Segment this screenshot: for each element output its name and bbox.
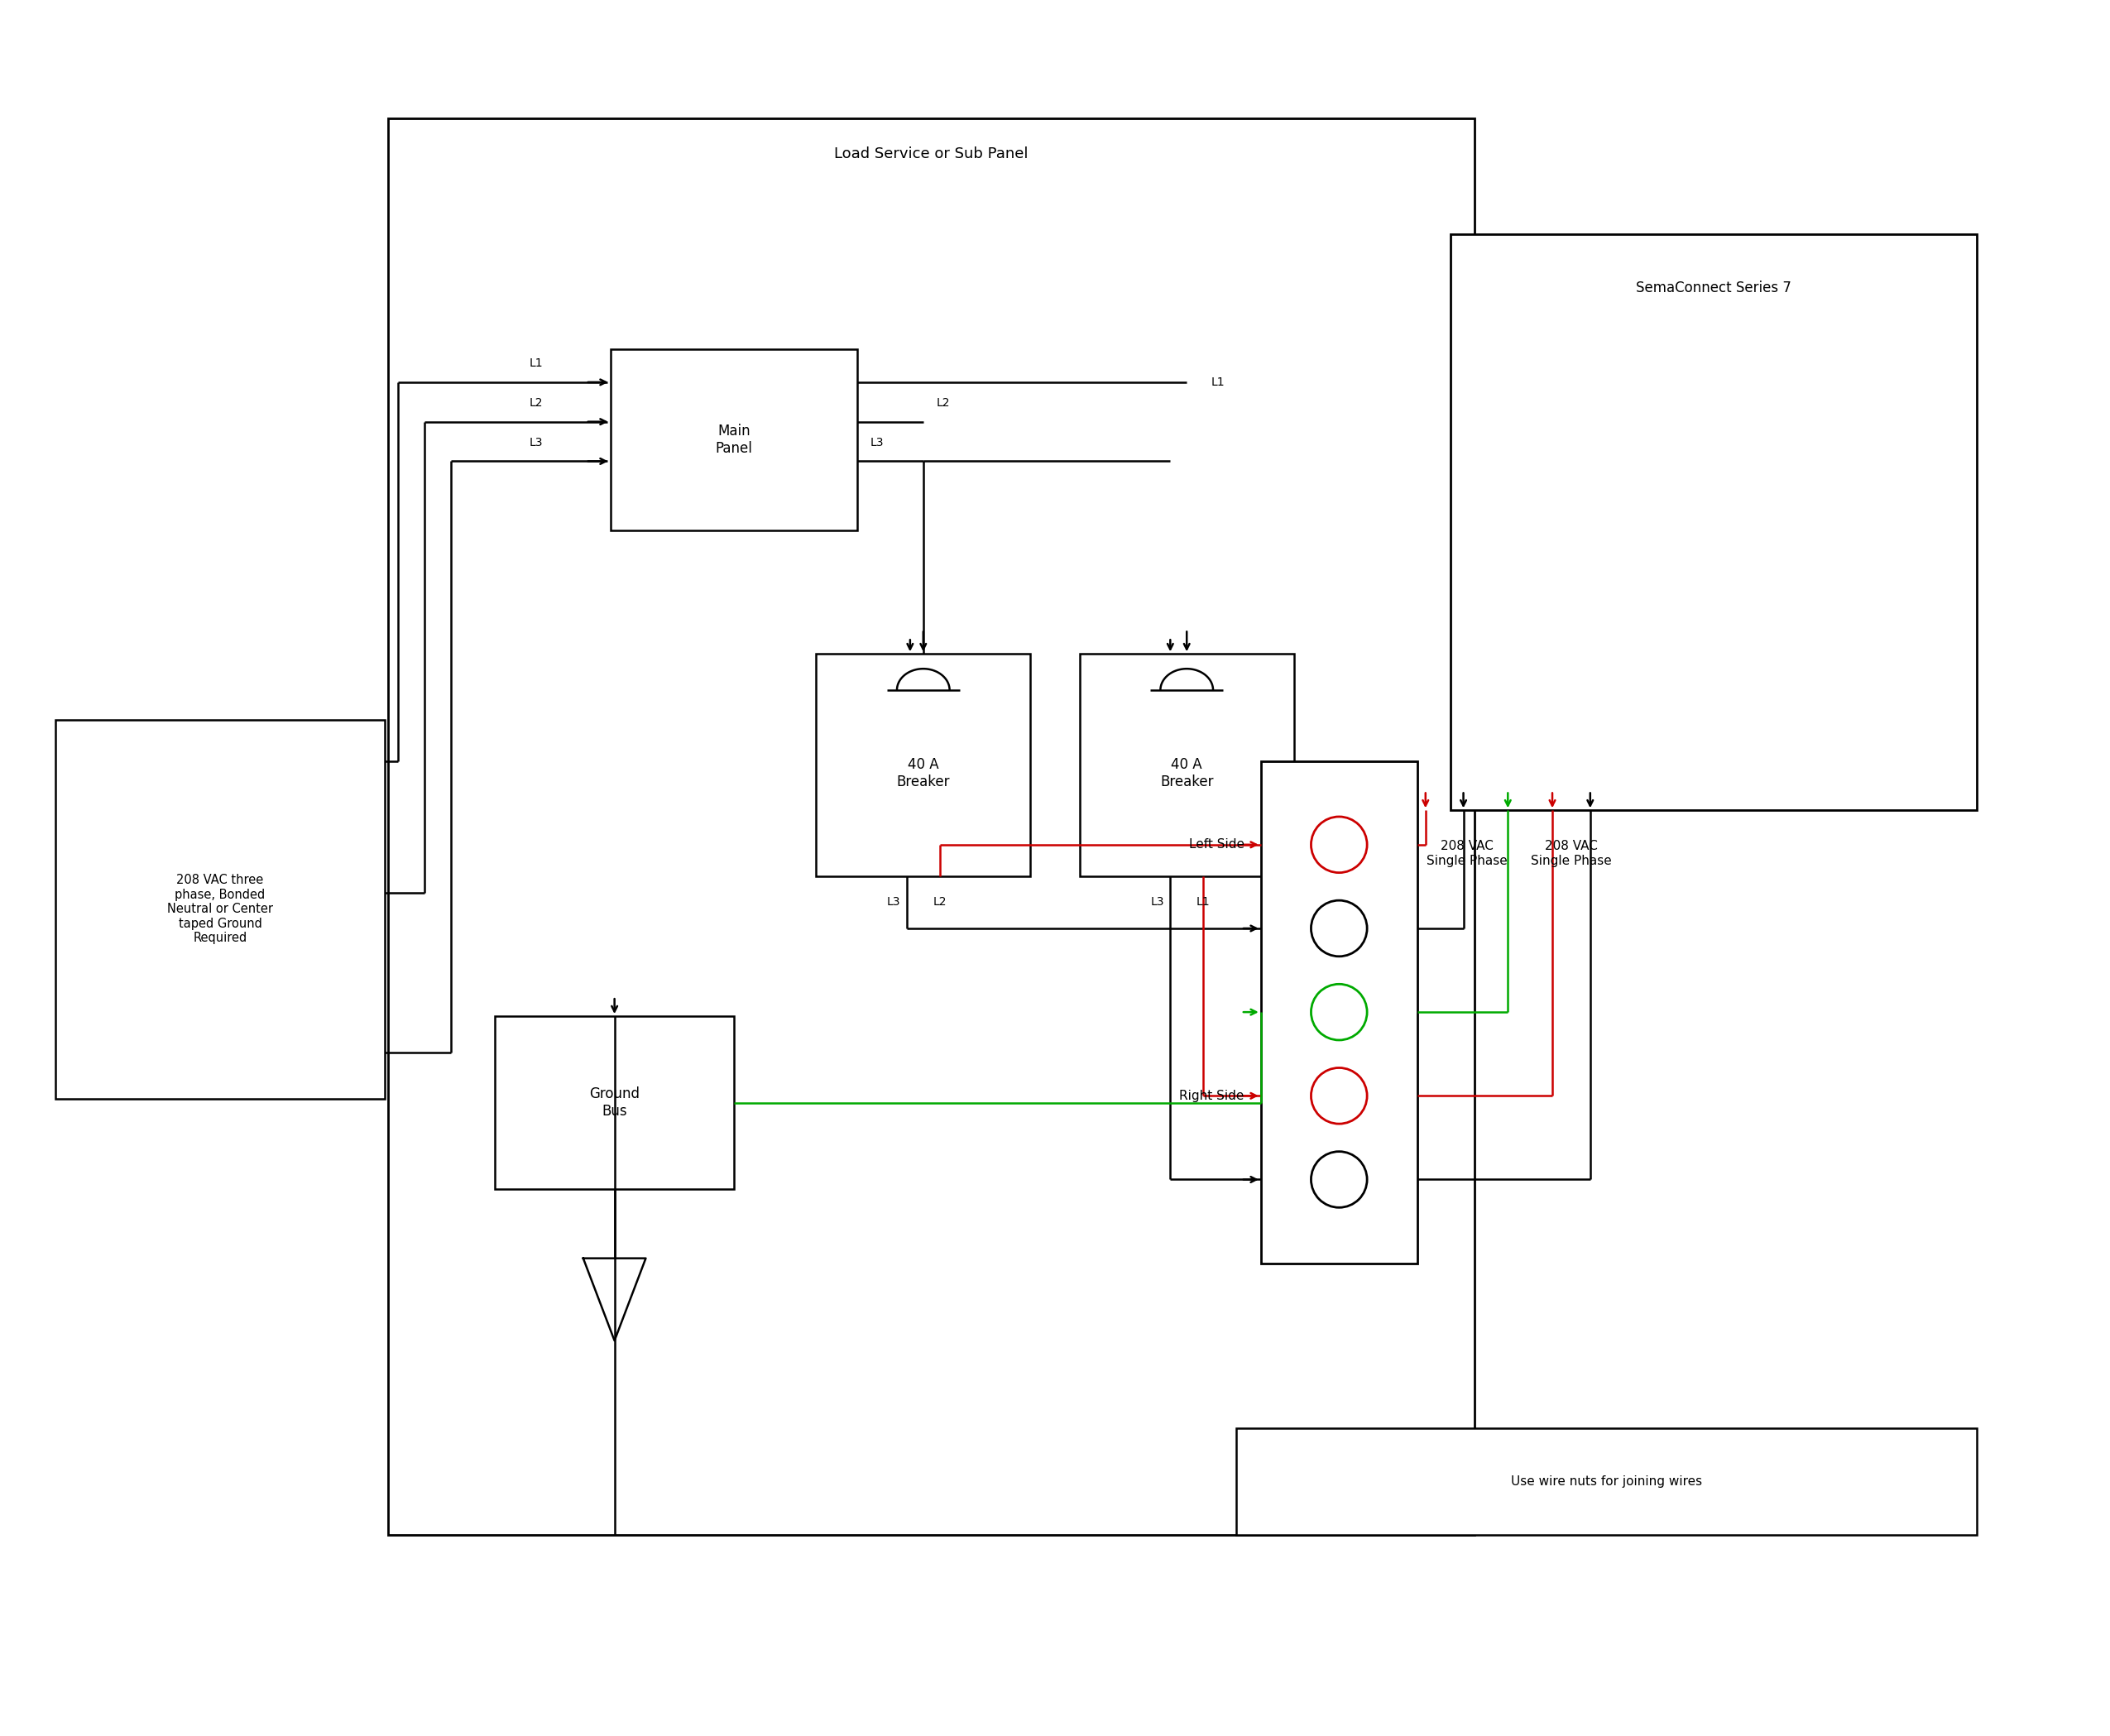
Text: Use wire nuts for joining wires: Use wire nuts for joining wires [1511, 1476, 1703, 1488]
Text: Main
Panel: Main Panel [715, 424, 753, 457]
Text: L1: L1 [1196, 896, 1211, 908]
Text: L3: L3 [871, 436, 884, 448]
Text: Left Side: Left Side [1188, 838, 1245, 851]
Circle shape [1310, 1068, 1367, 1123]
Text: Load Service or Sub Panel: Load Service or Sub Panel [833, 148, 1028, 161]
Text: L2: L2 [530, 398, 542, 408]
Circle shape [1310, 816, 1367, 873]
Text: Ground
Bus: Ground Bus [589, 1087, 639, 1118]
Bar [1262, 760, 1418, 1264]
Text: SemaConnect Series 7: SemaConnect Series 7 [1635, 279, 1791, 295]
Text: L1: L1 [1211, 377, 1226, 389]
Text: L3: L3 [886, 896, 901, 908]
Text: 208 VAC three
phase, Bonded
Neutral or Center
taped Ground
Required: 208 VAC three phase, Bonded Neutral or C… [167, 875, 272, 944]
Circle shape [1310, 1151, 1367, 1208]
Text: 40 A
Breaker: 40 A Breaker [1160, 757, 1213, 790]
Bar [496, 1016, 734, 1189]
Bar [55, 720, 384, 1099]
Bar [1236, 1429, 1977, 1535]
Bar [388, 118, 1475, 1535]
Bar [610, 349, 857, 531]
Bar [1450, 234, 1977, 811]
Text: 208 VAC
Single Phase: 208 VAC Single Phase [1532, 840, 1612, 866]
Circle shape [1310, 984, 1367, 1040]
Text: L2: L2 [937, 398, 949, 408]
Text: 40 A
Breaker: 40 A Breaker [897, 757, 949, 790]
Circle shape [1310, 901, 1367, 957]
Bar [817, 654, 1030, 877]
Text: L1: L1 [530, 358, 542, 370]
Text: L3: L3 [1150, 896, 1165, 908]
Text: Right Side: Right Side [1179, 1090, 1245, 1102]
Text: L3: L3 [530, 436, 542, 448]
Bar [1080, 654, 1293, 877]
Text: L2: L2 [933, 896, 947, 908]
Text: 208 VAC
Single Phase: 208 VAC Single Phase [1426, 840, 1507, 866]
